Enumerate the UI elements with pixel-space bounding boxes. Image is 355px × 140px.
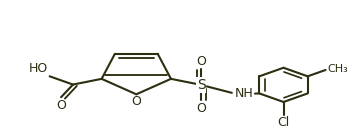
Text: HO: HO xyxy=(29,62,48,75)
Text: O: O xyxy=(196,102,206,115)
Text: CH₃: CH₃ xyxy=(327,64,348,74)
Text: NH: NH xyxy=(234,87,253,100)
Text: S: S xyxy=(197,78,206,92)
Text: O: O xyxy=(131,95,141,108)
Text: O: O xyxy=(196,55,206,68)
Text: Cl: Cl xyxy=(277,116,290,129)
Text: O: O xyxy=(56,99,66,112)
